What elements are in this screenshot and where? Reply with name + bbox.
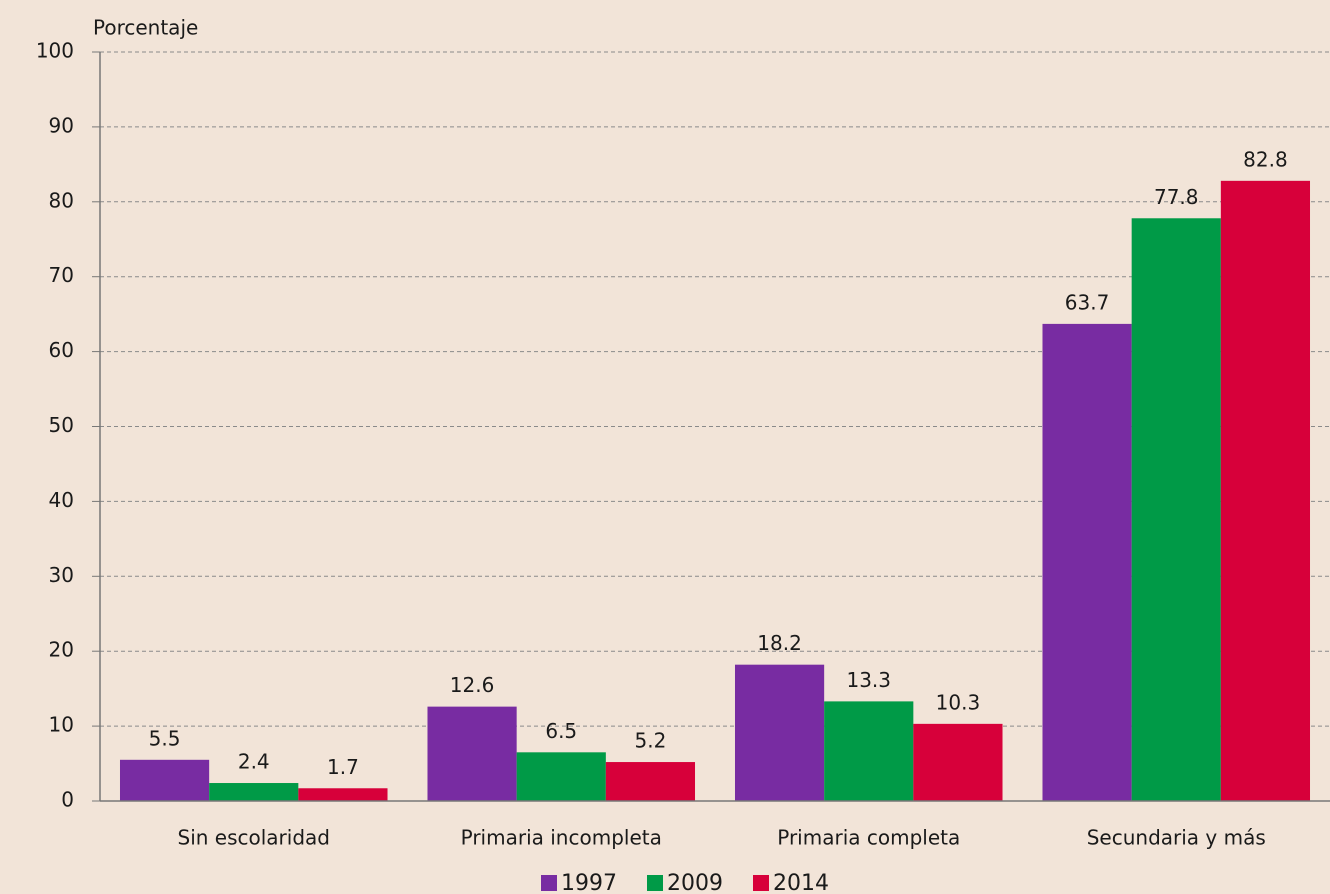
bar	[119, 759, 210, 801]
y-tick-label: 60	[49, 338, 74, 362]
legend-label: 2009	[667, 871, 723, 894]
bar	[427, 706, 517, 801]
value-label: 82.8	[1243, 147, 1288, 171]
value-label: 1.7	[327, 755, 359, 779]
x-tick-label: Primaria incompleta	[461, 826, 662, 850]
bar	[1042, 323, 1132, 801]
legend-label: 1997	[561, 871, 617, 894]
bar	[734, 664, 825, 801]
y-tick-label: 40	[49, 488, 74, 512]
value-label: 63.7	[1065, 290, 1110, 314]
legend-swatch	[647, 875, 663, 891]
bar	[298, 788, 388, 801]
value-label: 77.8	[1154, 185, 1199, 209]
x-tick-label: Secundaria y más	[1087, 826, 1266, 850]
x-tick-label: Sin escolaridad	[178, 826, 330, 850]
y-tick-label: 30	[49, 563, 74, 587]
y-tick-label: 90	[49, 113, 74, 137]
bar	[913, 723, 1003, 801]
y-tick-label: 0	[61, 788, 74, 812]
y-tick-label: 100	[36, 39, 74, 63]
legend-swatch	[541, 875, 557, 891]
y-axis-label: Porcentaje	[93, 16, 198, 40]
y-tick-label: 80	[49, 188, 74, 212]
value-label: 5.2	[635, 729, 667, 753]
value-label: 2.4	[238, 750, 270, 774]
x-tick-label: Primaria completa	[777, 826, 960, 850]
y-tick-label: 70	[49, 263, 74, 287]
legend-label: 2014	[773, 871, 829, 894]
legend-swatch	[753, 875, 769, 891]
y-tick-label: 10	[49, 713, 74, 737]
y-tick-label: 50	[49, 413, 74, 437]
value-label: 6.5	[545, 719, 577, 743]
bar	[824, 701, 914, 801]
bar	[605, 762, 696, 801]
bar	[1220, 180, 1311, 801]
bar	[1131, 218, 1221, 801]
value-label: 18.2	[757, 631, 802, 655]
bar	[209, 783, 299, 801]
y-tick-label: 20	[49, 638, 74, 662]
value-label: 10.3	[936, 690, 981, 714]
bar	[516, 752, 606, 801]
value-label: 13.3	[846, 668, 891, 692]
value-label: 5.5	[149, 726, 181, 750]
value-label: 12.6	[450, 673, 495, 697]
